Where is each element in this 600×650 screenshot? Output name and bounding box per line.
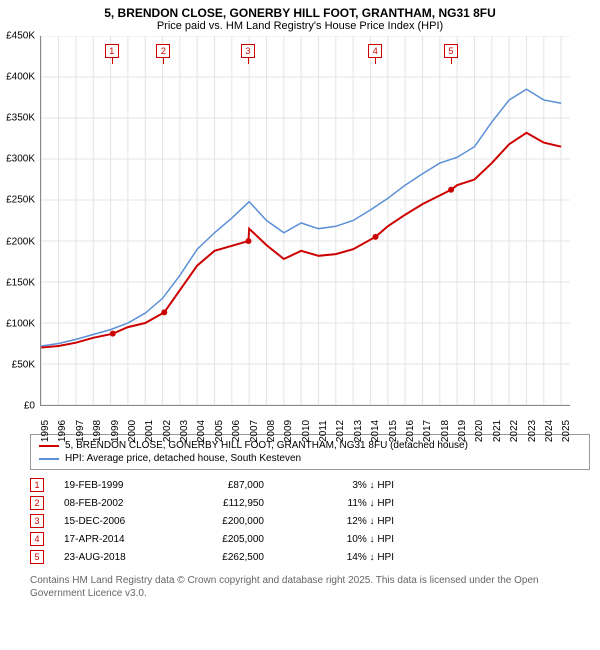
y-axis-label: £400K bbox=[6, 72, 35, 83]
sale-date: 15-DEC-2006 bbox=[64, 516, 164, 527]
x-axis-label: 2007 bbox=[249, 420, 260, 442]
sale-date: 19-FEB-1999 bbox=[64, 480, 164, 491]
sale-price: £87,000 bbox=[184, 480, 264, 491]
chart-area: £0£50K£100K£150K£200K£250K£300K£350K£400… bbox=[40, 36, 600, 426]
y-axis-label: £50K bbox=[12, 359, 35, 370]
x-axis-label: 2013 bbox=[353, 420, 364, 442]
x-axis-label: 2010 bbox=[301, 420, 312, 442]
chart-svg bbox=[40, 36, 570, 406]
x-axis-label: 2006 bbox=[231, 420, 242, 442]
legend-swatch bbox=[39, 445, 59, 447]
sale-date: 23-AUG-2018 bbox=[64, 552, 164, 563]
sale-row-marker: 1 bbox=[30, 478, 44, 492]
x-axis-label: 2018 bbox=[440, 420, 451, 442]
x-axis-label: 2008 bbox=[266, 420, 277, 442]
x-axis-label: 2003 bbox=[179, 420, 190, 442]
y-axis-label: £350K bbox=[6, 113, 35, 124]
legend-swatch bbox=[39, 458, 59, 460]
x-axis-label: 2002 bbox=[162, 420, 173, 442]
x-axis-label: 1997 bbox=[75, 420, 86, 442]
x-axis-label: 2022 bbox=[509, 420, 520, 442]
sale-diff: 3% ↓ HPI bbox=[284, 480, 394, 491]
sale-price: £200,000 bbox=[184, 516, 264, 527]
sale-marker-4: 4 bbox=[368, 44, 382, 58]
sale-diff: 12% ↓ HPI bbox=[284, 516, 394, 527]
sale-diff: 10% ↓ HPI bbox=[284, 534, 394, 545]
sale-marker-3: 3 bbox=[241, 44, 255, 58]
sales-row: 2 08-FEB-2002 £112,950 11% ↓ HPI bbox=[30, 494, 590, 512]
x-axis-label: 2024 bbox=[544, 420, 555, 442]
x-axis-label: 2015 bbox=[388, 420, 399, 442]
x-axis-label: 2021 bbox=[492, 420, 503, 442]
legend-row: HPI: Average price, detached house, Sout… bbox=[39, 452, 581, 465]
x-axis-label: 2017 bbox=[422, 420, 433, 442]
sale-row-marker: 2 bbox=[30, 496, 44, 510]
x-axis-label: 1998 bbox=[92, 420, 103, 442]
sales-row: 5 23-AUG-2018 £262,500 14% ↓ HPI bbox=[30, 548, 590, 566]
y-axis-label: £250K bbox=[6, 195, 35, 206]
x-axis-label: 1999 bbox=[110, 420, 121, 442]
x-axis-label: 1995 bbox=[40, 420, 51, 442]
sale-price: £112,950 bbox=[184, 498, 264, 509]
sale-marker-1: 1 bbox=[105, 44, 119, 58]
x-axis-label: 2009 bbox=[283, 420, 294, 442]
sale-price: £262,500 bbox=[184, 552, 264, 563]
sale-marker-2: 2 bbox=[156, 44, 170, 58]
x-axis-label: 2000 bbox=[127, 420, 138, 442]
sales-table: 1 19-FEB-1999 £87,000 3% ↓ HPI 2 08-FEB-2002 £… bbox=[30, 476, 590, 566]
x-axis-label: 2020 bbox=[474, 420, 485, 442]
sale-diff: 11% ↓ HPI bbox=[284, 498, 394, 509]
sale-row-marker: 4 bbox=[30, 532, 44, 546]
chart-title: 5, BRENDON CLOSE, GONERBY HILL FOOT, GRA… bbox=[0, 0, 600, 20]
sales-row: 4 17-APR-2014 £205,000 10% ↓ HPI bbox=[30, 530, 590, 548]
sale-row-marker: 5 bbox=[30, 550, 44, 564]
sale-row-marker: 3 bbox=[30, 514, 44, 528]
legend-label: HPI: Average price, detached house, Sout… bbox=[65, 453, 301, 464]
y-axis-label: £300K bbox=[6, 154, 35, 165]
attribution: Contains HM Land Registry data © Crown c… bbox=[30, 574, 590, 600]
sales-row: 1 19-FEB-1999 £87,000 3% ↓ HPI bbox=[30, 476, 590, 494]
x-axis-label: 1996 bbox=[57, 420, 68, 442]
x-axis-label: 2011 bbox=[318, 420, 329, 442]
sale-price: £205,000 bbox=[184, 534, 264, 545]
x-axis-label: 2012 bbox=[335, 420, 346, 442]
y-axis-label: £200K bbox=[6, 236, 35, 247]
x-axis-label: 2014 bbox=[370, 420, 381, 442]
x-axis-label: 2023 bbox=[527, 420, 538, 442]
x-axis-label: 2004 bbox=[196, 420, 207, 442]
sale-marker-5: 5 bbox=[444, 44, 458, 58]
sale-date: 08-FEB-2002 bbox=[64, 498, 164, 509]
y-axis-label: £150K bbox=[6, 277, 35, 288]
y-axis-label: £450K bbox=[6, 31, 35, 42]
y-axis-label: £100K bbox=[6, 318, 35, 329]
sale-diff: 14% ↓ HPI bbox=[284, 552, 394, 563]
y-axis-label: £0 bbox=[24, 401, 35, 412]
sales-row: 3 15-DEC-2006 £200,000 12% ↓ HPI bbox=[30, 512, 590, 530]
sale-date: 17-APR-2014 bbox=[64, 534, 164, 545]
chart-subtitle: Price paid vs. HM Land Registry's House … bbox=[0, 20, 600, 36]
x-axis-label: 2019 bbox=[457, 420, 468, 442]
x-axis-label: 2001 bbox=[144, 420, 155, 442]
x-axis-label: 2016 bbox=[405, 420, 416, 442]
x-axis-label: 2025 bbox=[561, 420, 572, 442]
x-axis-label: 2005 bbox=[214, 420, 225, 442]
